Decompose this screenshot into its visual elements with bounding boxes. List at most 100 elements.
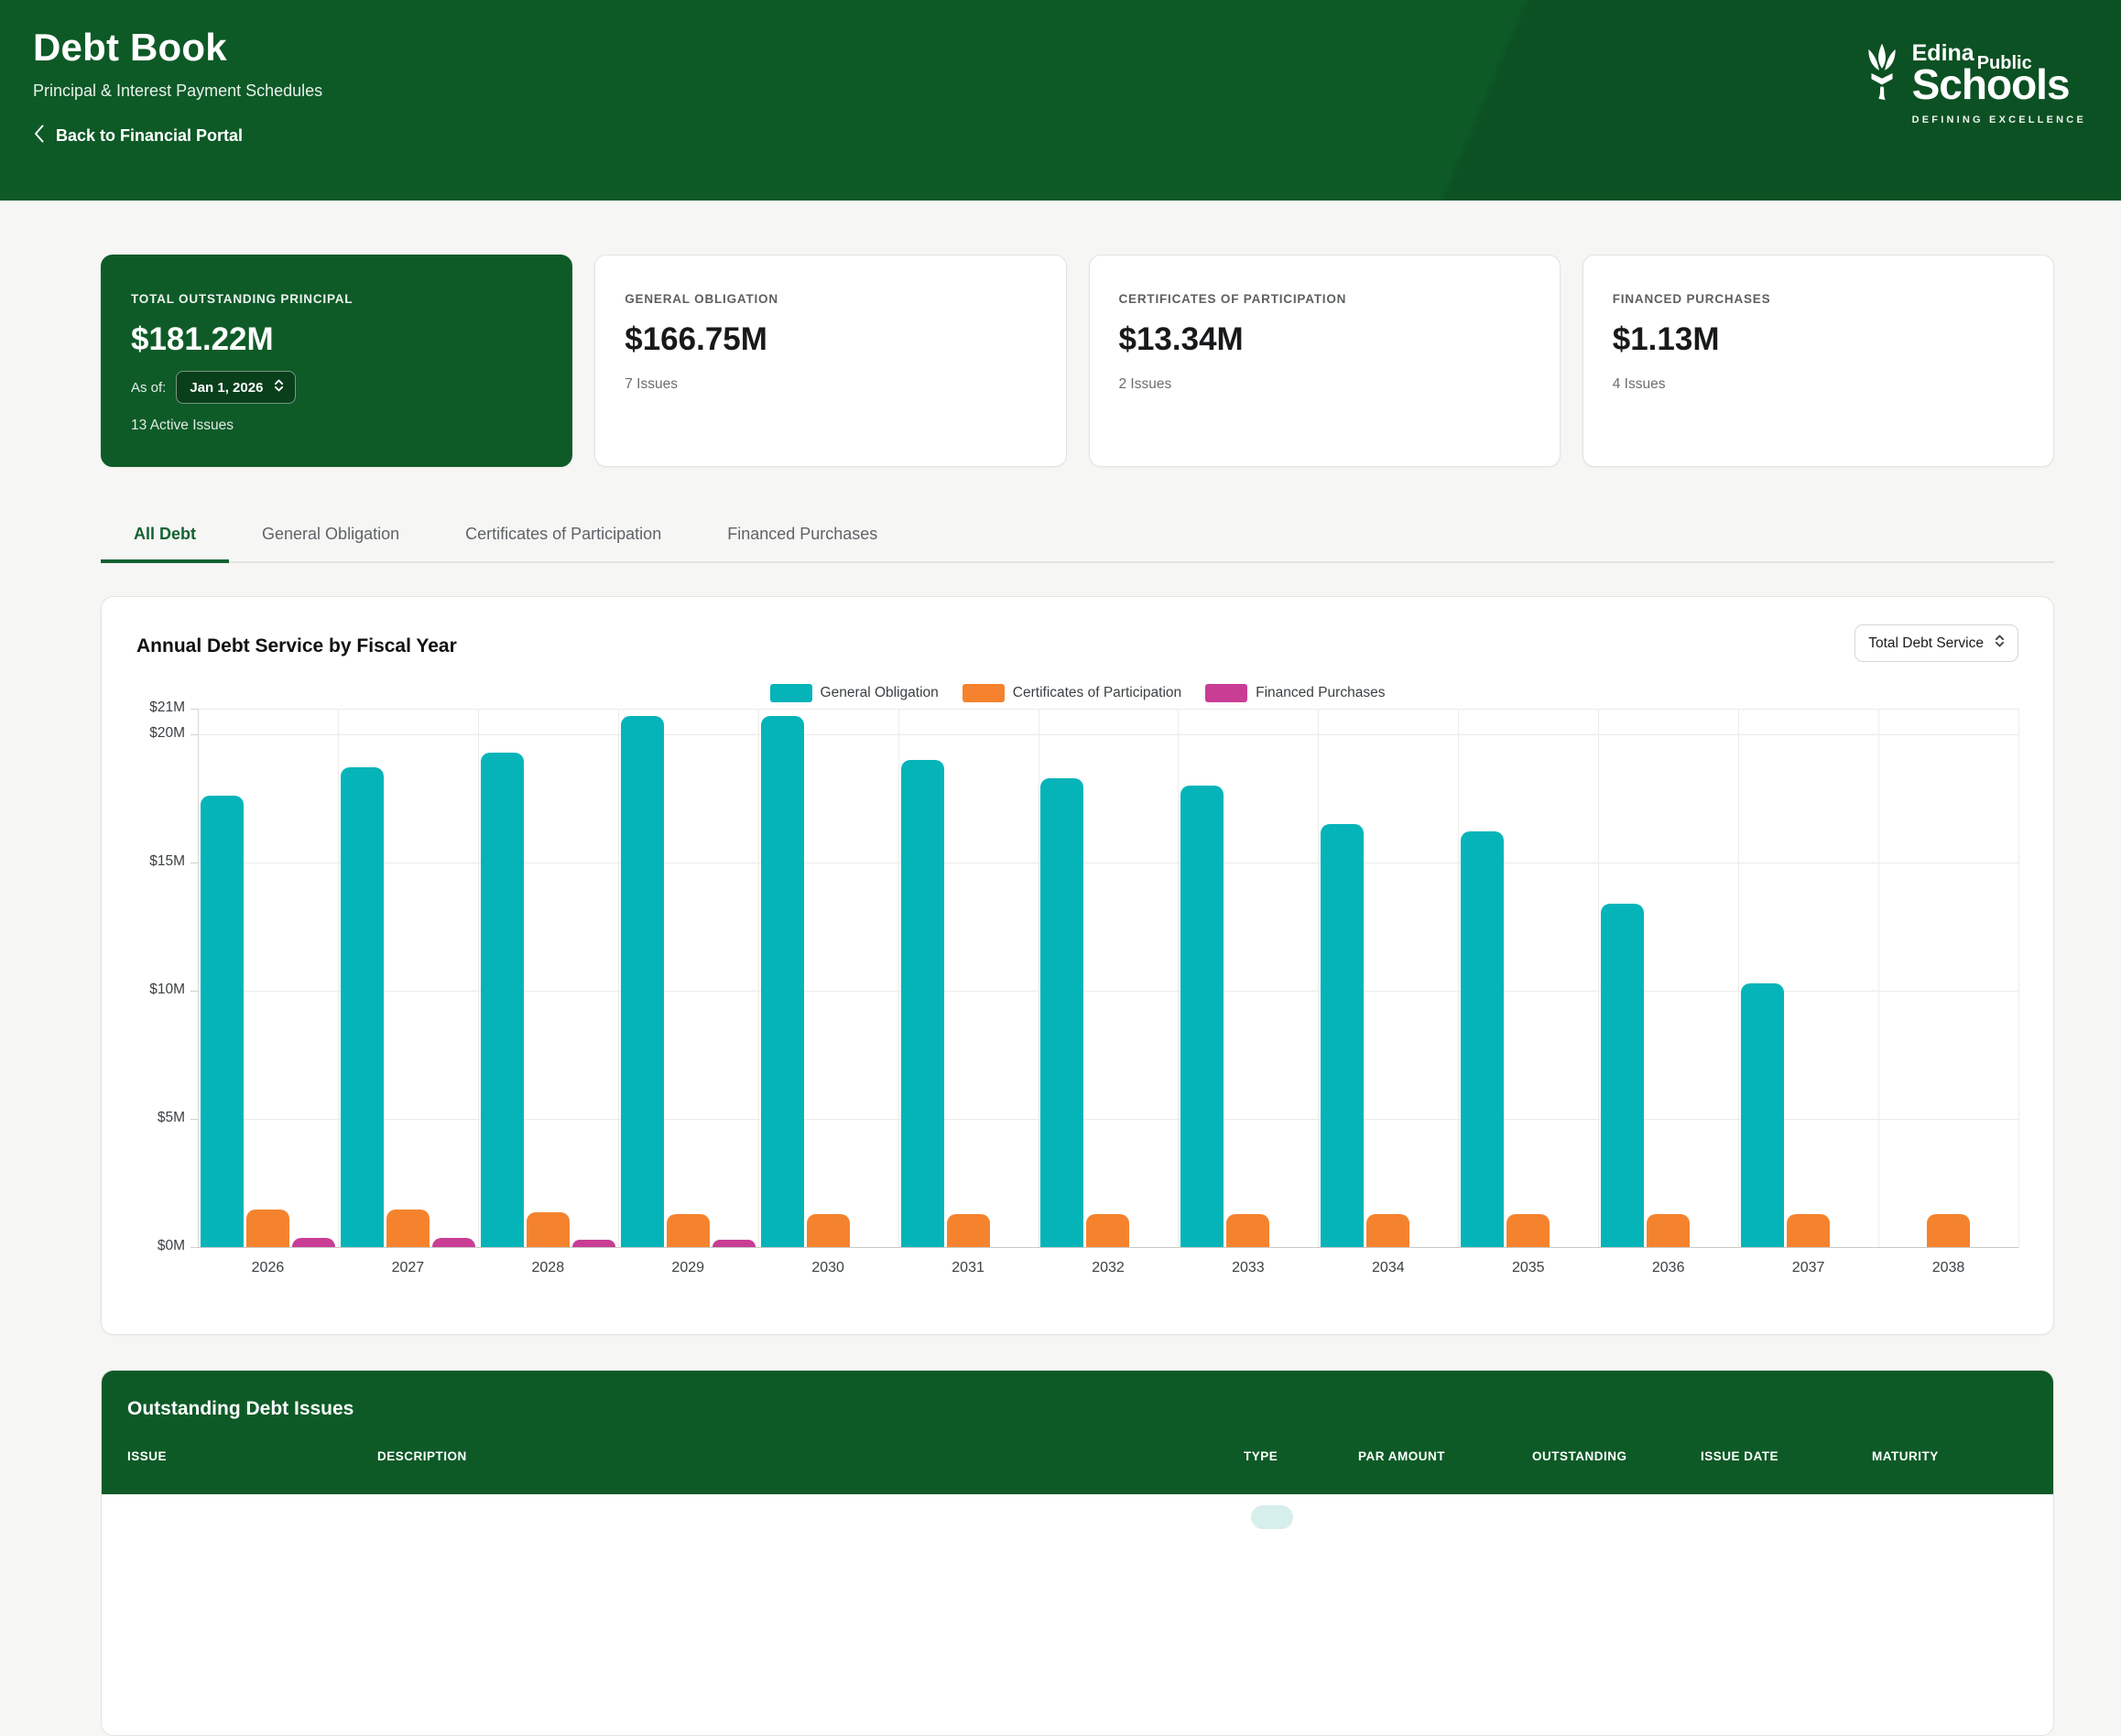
bar-general-obligation-2032[interactable]	[1040, 778, 1083, 1247]
bar-general-obligation-2026[interactable]	[201, 796, 244, 1247]
bar-slot	[1692, 709, 1735, 1247]
bar-slot	[1272, 709, 1315, 1247]
tab-general-obligation[interactable]: General Obligation	[229, 517, 432, 563]
as-of-date-select[interactable]: Jan 1, 2026	[176, 371, 296, 404]
bar-general-obligation-2037[interactable]	[1741, 983, 1784, 1247]
bar-group-2038	[1878, 709, 2018, 1247]
issues-count: 2 Issues	[1119, 376, 1530, 393]
bar-general-obligation-2030[interactable]	[761, 716, 804, 1247]
updown-chevron-icon	[274, 378, 284, 396]
x-axis-label: 2032	[1039, 1260, 1179, 1276]
issues-count: 7 Issues	[625, 376, 1036, 393]
x-axis-label: 2037	[1738, 1260, 1878, 1276]
bar-slot	[1973, 709, 2016, 1247]
tab-financed-purchases[interactable]: Financed Purchases	[694, 517, 910, 563]
bar-certificates-of-participation-2027[interactable]	[386, 1210, 430, 1247]
bar-slot	[1180, 709, 1224, 1247]
bar-certificates-of-participation-2037[interactable]	[1787, 1214, 1830, 1247]
x-axis-label: 2033	[1178, 1260, 1318, 1276]
chart-plot: 2026202720282029203020312032203320342035…	[198, 709, 2018, 1247]
y-axis-label: $10M	[104, 982, 185, 998]
bar-slot	[1927, 709, 1970, 1247]
bar-certificates-of-participation-2033[interactable]	[1226, 1214, 1269, 1247]
bar-group-2037	[1738, 709, 1878, 1247]
tab-certificates-of-participation[interactable]: Certificates of Participation	[432, 517, 694, 563]
bar-financed-purchases-2029[interactable]	[712, 1240, 756, 1247]
column-header-issue: ISSUE	[127, 1449, 377, 1463]
bar-general-obligation-2031[interactable]	[901, 760, 944, 1247]
bar-slot	[667, 709, 710, 1247]
bar-financed-purchases-2027[interactable]	[432, 1238, 475, 1247]
y-axis-label: $20M	[104, 725, 185, 742]
bar-slot	[386, 709, 430, 1247]
table-column-headers: ISSUEDESCRIPTIONTYPEPAR AMOUNTOUTSTANDIN…	[127, 1449, 2028, 1463]
outstanding-debt-issues-card: Outstanding Debt Issues ISSUEDESCRIPTION…	[101, 1370, 2054, 1736]
bar-general-obligation-2029[interactable]	[621, 716, 664, 1247]
gridline	[198, 1247, 2018, 1248]
bar-certificates-of-participation-2031[interactable]	[947, 1214, 990, 1247]
bar-financed-purchases-2028[interactable]	[572, 1240, 615, 1247]
bar-certificates-of-participation-2026[interactable]	[246, 1210, 289, 1247]
legend-item: Certificates of Participation	[963, 684, 1181, 702]
updown-chevron-icon	[1995, 634, 2005, 653]
app-header: Debt Book Principal & Interest Payment S…	[0, 0, 2121, 201]
active-issues-count: 13 Active Issues	[131, 418, 542, 434]
bar-slot	[807, 709, 850, 1247]
card-value: $181.22M	[131, 321, 542, 358]
column-header-description: DESCRIPTION	[377, 1449, 1244, 1463]
bar-general-obligation-2028[interactable]	[481, 753, 524, 1247]
bar-certificates-of-participation-2035[interactable]	[1506, 1214, 1550, 1247]
bar-certificates-of-participation-2028[interactable]	[527, 1212, 570, 1247]
bar-group-2032	[1039, 709, 1179, 1247]
bar-certificates-of-participation-2038[interactable]	[1927, 1214, 1970, 1247]
legend-item: General Obligation	[770, 684, 939, 702]
column-header-issue-date: ISSUE DATE	[1701, 1449, 1872, 1463]
bar-general-obligation-2036[interactable]	[1601, 904, 1644, 1247]
bar-slot	[341, 709, 384, 1247]
x-axis-label: 2028	[478, 1260, 618, 1276]
bar-slot	[1833, 709, 1876, 1247]
bar-slot	[993, 709, 1036, 1247]
bar-slot	[1226, 709, 1269, 1247]
card-label: FINANCED PURCHASES	[1613, 292, 2024, 306]
bar-financed-purchases-2026[interactable]	[292, 1238, 335, 1247]
back-chevron-icon	[33, 124, 45, 148]
card-financed-purchases: FINANCED PURCHASES $1.13M 4 Issues	[1583, 255, 2054, 467]
bar-slot	[1647, 709, 1690, 1247]
debt-service-metric-select[interactable]: Total Debt Service	[1855, 624, 2018, 662]
bar-slot	[432, 709, 475, 1247]
bar-general-obligation-2033[interactable]	[1180, 786, 1224, 1247]
chart-legend: General Obligation Certificates of Partic…	[102, 684, 2053, 702]
x-axis-label: 2029	[618, 1260, 758, 1276]
bar-slot	[201, 709, 244, 1247]
bar-certificates-of-participation-2034[interactable]	[1366, 1214, 1409, 1247]
card-label: CERTIFICATES OF PARTICIPATION	[1119, 292, 1530, 306]
bar-general-obligation-2027[interactable]	[341, 767, 384, 1247]
card-certificates-of-participation: CERTIFICATES OF PARTICIPATION $13.34M 2 …	[1089, 255, 1561, 467]
axis-tick	[190, 1119, 198, 1120]
x-axis-label: 2036	[1598, 1260, 1738, 1276]
card-value: $166.75M	[625, 321, 1036, 358]
bar-slot	[1741, 709, 1784, 1247]
bar-slot	[947, 709, 990, 1247]
gridline-vertical	[2018, 709, 2019, 1247]
bar-slot	[712, 709, 756, 1247]
back-to-financial-portal-link[interactable]: Back to Financial Portal	[33, 124, 243, 148]
y-axis-label: $15M	[104, 853, 185, 870]
annual-debt-service-chart-card: Annual Debt Service by Fiscal Year Total…	[101, 596, 2054, 1335]
bar-certificates-of-participation-2036[interactable]	[1647, 1214, 1690, 1247]
bar-general-obligation-2035[interactable]	[1461, 831, 1504, 1247]
bar-certificates-of-participation-2029[interactable]	[667, 1214, 710, 1247]
bar-certificates-of-participation-2032[interactable]	[1086, 1214, 1129, 1247]
bar-group-2034	[1318, 709, 1458, 1247]
bar-group-2036	[1598, 709, 1738, 1247]
column-header-par-amount: PAR AMOUNT	[1358, 1449, 1532, 1463]
x-axis-label: 2031	[898, 1260, 1039, 1276]
bar-slot	[1881, 709, 1924, 1247]
bar-certificates-of-participation-2030[interactable]	[807, 1214, 850, 1247]
column-header-maturity: MATURITY	[1872, 1449, 2028, 1463]
bar-general-obligation-2034[interactable]	[1321, 824, 1364, 1247]
card-general-obligation: GENERAL OBLIGATION $166.75M 7 Issues	[594, 255, 1066, 467]
legend-label: Financed Purchases	[1256, 685, 1385, 701]
tab-all-debt[interactable]: All Debt	[101, 517, 229, 563]
